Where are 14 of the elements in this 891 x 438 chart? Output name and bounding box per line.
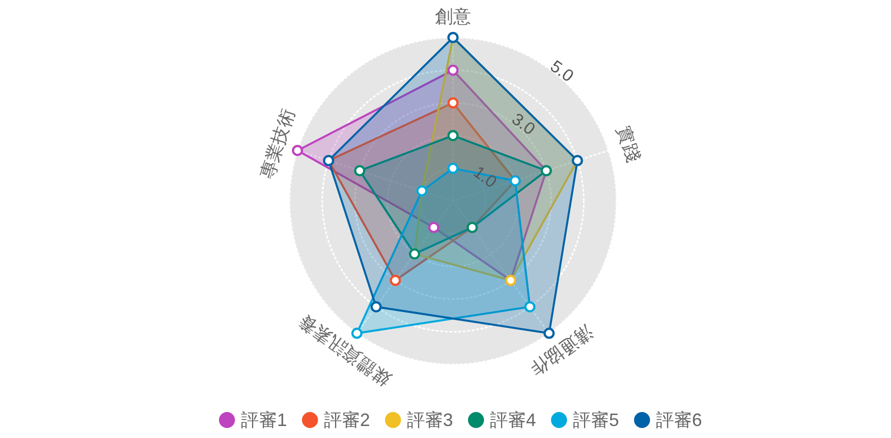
spoke-label: 溝通協作: [526, 321, 596, 380]
y-tick-label: 3.0: [508, 110, 539, 139]
legend-label: 評審6: [656, 410, 702, 430]
spoke-label: 專業技術: [256, 106, 298, 182]
legend-label: 評審1: [240, 410, 287, 430]
spoke-label: 媒體資訊素養: [294, 310, 394, 390]
spoke-label: 實踐: [613, 124, 644, 164]
legend-label: 評審5: [573, 410, 620, 430]
legend-label: 評審2: [324, 410, 370, 430]
y-tick-label: 5.0: [546, 56, 578, 86]
legend-label: 評審3: [406, 410, 453, 430]
spoke-label: 創意: [435, 6, 471, 26]
legend-label: 評審4: [490, 410, 536, 430]
y-tick-label: 1.0: [470, 162, 500, 192]
